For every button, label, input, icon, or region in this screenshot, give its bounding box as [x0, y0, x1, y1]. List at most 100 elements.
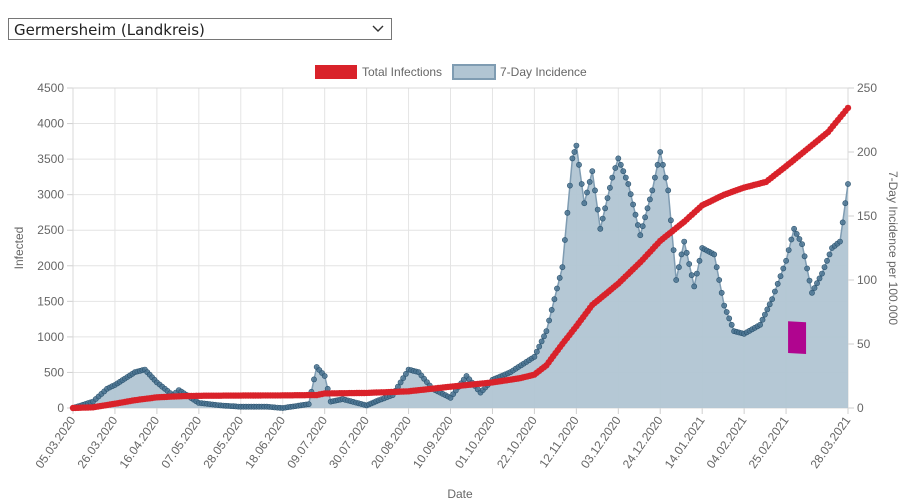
incidence-point: [842, 200, 849, 207]
incidence-point: [691, 283, 698, 290]
x-tick-label: 30.07.2020: [326, 413, 372, 470]
incidence-point: [660, 161, 666, 168]
incidence-point: [668, 217, 674, 224]
incidence-point: [559, 264, 566, 271]
y-right-tick-label: 150: [857, 209, 877, 223]
incidence-point: [799, 241, 805, 248]
incidence-point: [647, 196, 653, 203]
incidence-point: [615, 155, 622, 162]
incidence-point: [551, 296, 558, 303]
incidence-point: [321, 373, 328, 379]
x-tick-label: 22.10.2020: [494, 413, 540, 470]
incidence-point: [607, 184, 613, 191]
incidence-point: [584, 189, 590, 196]
x-tick-label: 24.12.2020: [620, 413, 666, 470]
incidence-area: [70, 142, 851, 411]
incidence-point: [683, 249, 690, 256]
total-infections-line: [69, 104, 852, 412]
incidence-point: [604, 195, 611, 201]
y-left-tick-label: 4000: [37, 117, 64, 131]
incidence-point: [757, 321, 763, 328]
x-tick-label: 04.02.2021: [704, 413, 750, 470]
incidence-point: [788, 236, 795, 243]
incidence-point: [569, 155, 576, 162]
x-tick-label: 10.09.2020: [410, 413, 456, 470]
x-tick-label: 28.05.2020: [200, 413, 246, 470]
chart-legend[interactable]: Total Infections 7-Day Incidence: [315, 64, 587, 80]
incidence-point: [721, 302, 728, 309]
incidence-point: [589, 168, 596, 175]
y-left-tick-label: 500: [44, 365, 64, 379]
incidence-point: [713, 264, 720, 271]
incidence-point: [766, 301, 773, 308]
y-axis-left-title: Infected: [12, 227, 26, 270]
incidence-point: [811, 285, 818, 291]
y-axis-right-title: 7-Day Incidence per 100.000: [886, 171, 900, 325]
incidence-point: [531, 353, 538, 360]
x-tick-label: 07.05.2020: [158, 413, 204, 470]
total-infections-point: [844, 104, 852, 112]
region-select[interactable]: Germersheim (Landkreis): [8, 18, 392, 40]
incidence-point: [657, 149, 664, 155]
x-tick-label: 18.06.2020: [242, 413, 288, 470]
incidence-point: [620, 168, 627, 175]
incidence-point: [397, 379, 404, 386]
incidence-point: [305, 401, 312, 408]
incidence-point: [637, 232, 644, 239]
region-select-value: Germersheim (Landkreis): [14, 21, 205, 39]
incidence-point: [597, 225, 604, 232]
incidence-point: [609, 174, 616, 181]
y-left-tick-label: 0: [57, 401, 64, 415]
incidence-point: [571, 149, 578, 155]
incidence-point: [594, 206, 601, 213]
incidence-point: [816, 275, 823, 282]
incidence-point: [839, 219, 846, 226]
x-axis-ticks: 05.03.202026.03.202016.04.202007.05.2020…: [33, 413, 854, 470]
chevron-down-icon: [372, 25, 384, 32]
incidence-point: [652, 174, 658, 181]
y-right-tick-label: 200: [857, 145, 877, 159]
incidence-point: [801, 253, 808, 260]
incidence-point: [785, 247, 792, 253]
legend-swatch-total-infections: [315, 65, 357, 79]
incidence-point: [845, 181, 851, 187]
incidence-point: [780, 265, 787, 272]
y-right-tick-label: 0: [857, 401, 864, 415]
legend-swatch-incidence: [452, 64, 496, 80]
x-tick-label: 28.03.2021: [808, 413, 854, 470]
incidence-point: [311, 376, 317, 383]
incidence-point: [796, 236, 803, 242]
incidence-point: [791, 225, 797, 232]
incidence-point: [541, 333, 547, 340]
incidence-point: [654, 161, 661, 168]
incidence-point: [716, 277, 723, 283]
y-right-tick-label: 250: [857, 81, 877, 95]
y-left-tick-label: 1500: [37, 294, 64, 308]
incidence-area-fill: [73, 145, 848, 408]
incidence-point: [635, 222, 641, 228]
y-left-tick-label: 1000: [37, 330, 64, 344]
incidence-point: [809, 289, 815, 296]
incidence-point: [826, 251, 833, 258]
incidence-point: [625, 181, 632, 187]
x-tick-label: 14.01.2021: [662, 413, 708, 470]
incidence-point: [723, 309, 730, 315]
incidence-point: [694, 270, 700, 277]
legend-label-incidence: 7-Day Incidence: [500, 65, 587, 79]
incidence-point: [592, 187, 598, 194]
incidence-point: [567, 182, 573, 189]
incidence-point: [804, 265, 810, 272]
incidence-point: [543, 328, 550, 335]
incidence-point: [639, 223, 646, 230]
incidence-point: [602, 205, 608, 212]
incidence-point: [554, 285, 560, 292]
incidence-point: [793, 230, 800, 237]
y-left-tick-label: 2500: [37, 223, 64, 237]
incidence-point: [662, 174, 669, 181]
incidence-point: [556, 274, 563, 281]
incidence-point: [769, 296, 775, 303]
incidence-point: [562, 237, 568, 243]
incidence-point: [759, 316, 766, 323]
y-left-tick-label: 2000: [37, 259, 64, 273]
incidence-point: [819, 270, 825, 277]
